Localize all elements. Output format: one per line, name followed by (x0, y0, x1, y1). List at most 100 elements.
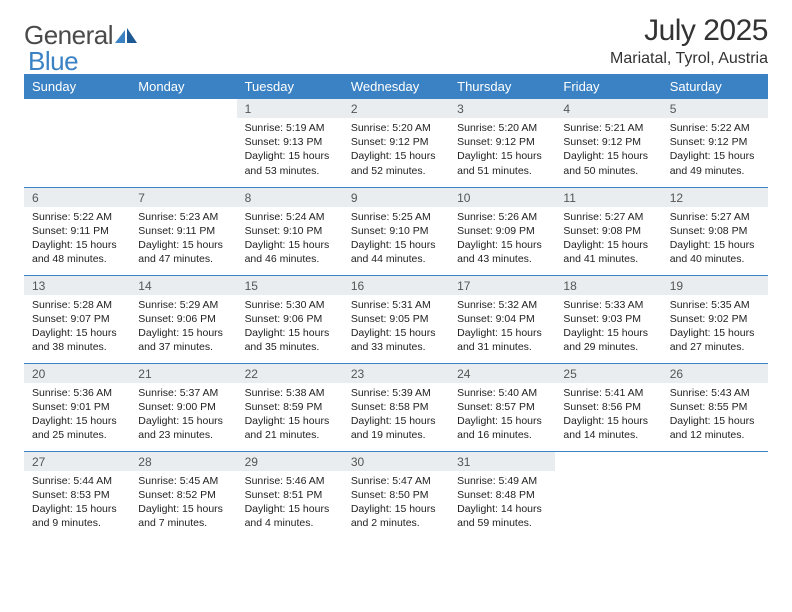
day-number: 24 (449, 364, 555, 383)
day-body: Sunrise: 5:44 AMSunset: 8:53 PMDaylight:… (24, 471, 130, 535)
day-number: 13 (24, 276, 130, 295)
day-body: Sunrise: 5:46 AMSunset: 8:51 PMDaylight:… (237, 471, 343, 535)
day-number: 14 (130, 276, 236, 295)
title-block: July 2025 Mariatal, Tyrol, Austria (610, 14, 768, 68)
calendar-body: 1Sunrise: 5:19 AMSunset: 9:13 PMDaylight… (24, 99, 768, 539)
day-body: Sunrise: 5:22 AMSunset: 9:11 PMDaylight:… (24, 207, 130, 271)
day-number: 29 (237, 452, 343, 471)
calendar-cell: 1Sunrise: 5:19 AMSunset: 9:13 PMDaylight… (237, 99, 343, 187)
calendar-row: 1Sunrise: 5:19 AMSunset: 9:13 PMDaylight… (24, 99, 768, 187)
day-body: Sunrise: 5:45 AMSunset: 8:52 PMDaylight:… (130, 471, 236, 535)
day-body: Sunrise: 5:30 AMSunset: 9:06 PMDaylight:… (237, 295, 343, 359)
header: General July 2025 Mariatal, Tyrol, Austr… (24, 14, 768, 68)
calendar-cell: 12Sunrise: 5:27 AMSunset: 9:08 PMDayligh… (662, 187, 768, 275)
calendar-cell: 17Sunrise: 5:32 AMSunset: 9:04 PMDayligh… (449, 275, 555, 363)
location: Mariatal, Tyrol, Austria (610, 50, 768, 68)
calendar-cell: 2Sunrise: 5:20 AMSunset: 9:12 PMDaylight… (343, 99, 449, 187)
calendar-cell: 29Sunrise: 5:46 AMSunset: 8:51 PMDayligh… (237, 451, 343, 539)
calendar-cell: 8Sunrise: 5:24 AMSunset: 9:10 PMDaylight… (237, 187, 343, 275)
calendar-cell: 26Sunrise: 5:43 AMSunset: 8:55 PMDayligh… (662, 363, 768, 451)
calendar-cell: 13Sunrise: 5:28 AMSunset: 9:07 PMDayligh… (24, 275, 130, 363)
day-body: Sunrise: 5:41 AMSunset: 8:56 PMDaylight:… (555, 383, 661, 447)
calendar-cell: 20Sunrise: 5:36 AMSunset: 9:01 PMDayligh… (24, 363, 130, 451)
day-body: Sunrise: 5:23 AMSunset: 9:11 PMDaylight:… (130, 207, 236, 271)
day-number: 11 (555, 188, 661, 207)
calendar-row: 27Sunrise: 5:44 AMSunset: 8:53 PMDayligh… (24, 451, 768, 539)
calendar-cell: 28Sunrise: 5:45 AMSunset: 8:52 PMDayligh… (130, 451, 236, 539)
calendar-cell-empty (662, 451, 768, 539)
calendar-row: 6Sunrise: 5:22 AMSunset: 9:11 PMDaylight… (24, 187, 768, 275)
calendar-cell: 4Sunrise: 5:21 AMSunset: 9:12 PMDaylight… (555, 99, 661, 187)
day-number: 28 (130, 452, 236, 471)
day-body: Sunrise: 5:33 AMSunset: 9:03 PMDaylight:… (555, 295, 661, 359)
day-number: 16 (343, 276, 449, 295)
month-title: July 2025 (610, 14, 768, 48)
day-body: Sunrise: 5:31 AMSunset: 9:05 PMDaylight:… (343, 295, 449, 359)
weekday-header: Monday (130, 74, 236, 99)
calendar-cell: 30Sunrise: 5:47 AMSunset: 8:50 PMDayligh… (343, 451, 449, 539)
day-number: 4 (555, 99, 661, 118)
calendar-cell: 5Sunrise: 5:22 AMSunset: 9:12 PMDaylight… (662, 99, 768, 187)
day-body: Sunrise: 5:39 AMSunset: 8:58 PMDaylight:… (343, 383, 449, 447)
day-body: Sunrise: 5:38 AMSunset: 8:59 PMDaylight:… (237, 383, 343, 447)
calendar-cell: 21Sunrise: 5:37 AMSunset: 9:00 PMDayligh… (130, 363, 236, 451)
day-number: 15 (237, 276, 343, 295)
day-body: Sunrise: 5:24 AMSunset: 9:10 PMDaylight:… (237, 207, 343, 271)
day-body: Sunrise: 5:49 AMSunset: 8:48 PMDaylight:… (449, 471, 555, 535)
day-number: 6 (24, 188, 130, 207)
day-body: Sunrise: 5:40 AMSunset: 8:57 PMDaylight:… (449, 383, 555, 447)
calendar-row: 13Sunrise: 5:28 AMSunset: 9:07 PMDayligh… (24, 275, 768, 363)
calendar-cell: 14Sunrise: 5:29 AMSunset: 9:06 PMDayligh… (130, 275, 236, 363)
day-number: 26 (662, 364, 768, 383)
weekday-header: Sunday (24, 74, 130, 99)
calendar-cell-empty (24, 99, 130, 187)
calendar-cell: 22Sunrise: 5:38 AMSunset: 8:59 PMDayligh… (237, 363, 343, 451)
logo-sail-icon (115, 28, 137, 44)
day-number: 2 (343, 99, 449, 118)
day-body: Sunrise: 5:25 AMSunset: 9:10 PMDaylight:… (343, 207, 449, 271)
day-body: Sunrise: 5:43 AMSunset: 8:55 PMDaylight:… (662, 383, 768, 447)
day-body: Sunrise: 5:27 AMSunset: 9:08 PMDaylight:… (555, 207, 661, 271)
day-body: Sunrise: 5:22 AMSunset: 9:12 PMDaylight:… (662, 118, 768, 182)
day-body: Sunrise: 5:26 AMSunset: 9:09 PMDaylight:… (449, 207, 555, 271)
day-number: 18 (555, 276, 661, 295)
day-number: 27 (24, 452, 130, 471)
day-body: Sunrise: 5:27 AMSunset: 9:08 PMDaylight:… (662, 207, 768, 271)
day-body: Sunrise: 5:47 AMSunset: 8:50 PMDaylight:… (343, 471, 449, 535)
weekday-row: SundayMondayTuesdayWednesdayThursdayFrid… (24, 74, 768, 99)
day-number: 10 (449, 188, 555, 207)
calendar-cell: 19Sunrise: 5:35 AMSunset: 9:02 PMDayligh… (662, 275, 768, 363)
calendar-cell: 24Sunrise: 5:40 AMSunset: 8:57 PMDayligh… (449, 363, 555, 451)
day-number: 12 (662, 188, 768, 207)
day-body: Sunrise: 5:29 AMSunset: 9:06 PMDaylight:… (130, 295, 236, 359)
day-number: 25 (555, 364, 661, 383)
weekday-header: Saturday (662, 74, 768, 99)
calendar-cell: 11Sunrise: 5:27 AMSunset: 9:08 PMDayligh… (555, 187, 661, 275)
calendar-cell: 7Sunrise: 5:23 AMSunset: 9:11 PMDaylight… (130, 187, 236, 275)
calendar-cell: 31Sunrise: 5:49 AMSunset: 8:48 PMDayligh… (449, 451, 555, 539)
day-number: 31 (449, 452, 555, 471)
day-number: 21 (130, 364, 236, 383)
calendar-cell: 16Sunrise: 5:31 AMSunset: 9:05 PMDayligh… (343, 275, 449, 363)
logo-part2-wrap: Blue (28, 46, 78, 77)
day-body: Sunrise: 5:19 AMSunset: 9:13 PMDaylight:… (237, 118, 343, 182)
day-number: 19 (662, 276, 768, 295)
day-body: Sunrise: 5:32 AMSunset: 9:04 PMDaylight:… (449, 295, 555, 359)
calendar-cell: 6Sunrise: 5:22 AMSunset: 9:11 PMDaylight… (24, 187, 130, 275)
day-body: Sunrise: 5:20 AMSunset: 9:12 PMDaylight:… (449, 118, 555, 182)
day-number: 30 (343, 452, 449, 471)
day-number: 22 (237, 364, 343, 383)
calendar-row: 20Sunrise: 5:36 AMSunset: 9:01 PMDayligh… (24, 363, 768, 451)
day-number: 9 (343, 188, 449, 207)
calendar-cell-empty (555, 451, 661, 539)
day-body: Sunrise: 5:37 AMSunset: 9:00 PMDaylight:… (130, 383, 236, 447)
weekday-header: Tuesday (237, 74, 343, 99)
day-body: Sunrise: 5:35 AMSunset: 9:02 PMDaylight:… (662, 295, 768, 359)
calendar-cell: 23Sunrise: 5:39 AMSunset: 8:58 PMDayligh… (343, 363, 449, 451)
calendar-cell: 18Sunrise: 5:33 AMSunset: 9:03 PMDayligh… (555, 275, 661, 363)
calendar-cell: 3Sunrise: 5:20 AMSunset: 9:12 PMDaylight… (449, 99, 555, 187)
day-number: 7 (130, 188, 236, 207)
weekday-header: Thursday (449, 74, 555, 99)
weekday-header: Friday (555, 74, 661, 99)
calendar-cell: 10Sunrise: 5:26 AMSunset: 9:09 PMDayligh… (449, 187, 555, 275)
